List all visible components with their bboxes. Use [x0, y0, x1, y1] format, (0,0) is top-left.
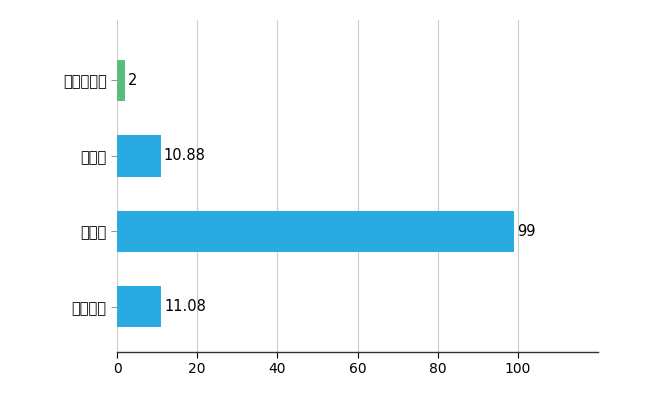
Text: 11.08: 11.08	[164, 299, 207, 314]
Bar	[117, 286, 161, 328]
Text: 2: 2	[128, 73, 138, 88]
Bar	[117, 135, 161, 176]
Text: 10.88: 10.88	[164, 148, 205, 163]
Bar	[117, 60, 125, 101]
Text: 99: 99	[517, 224, 536, 239]
Bar	[117, 210, 514, 252]
